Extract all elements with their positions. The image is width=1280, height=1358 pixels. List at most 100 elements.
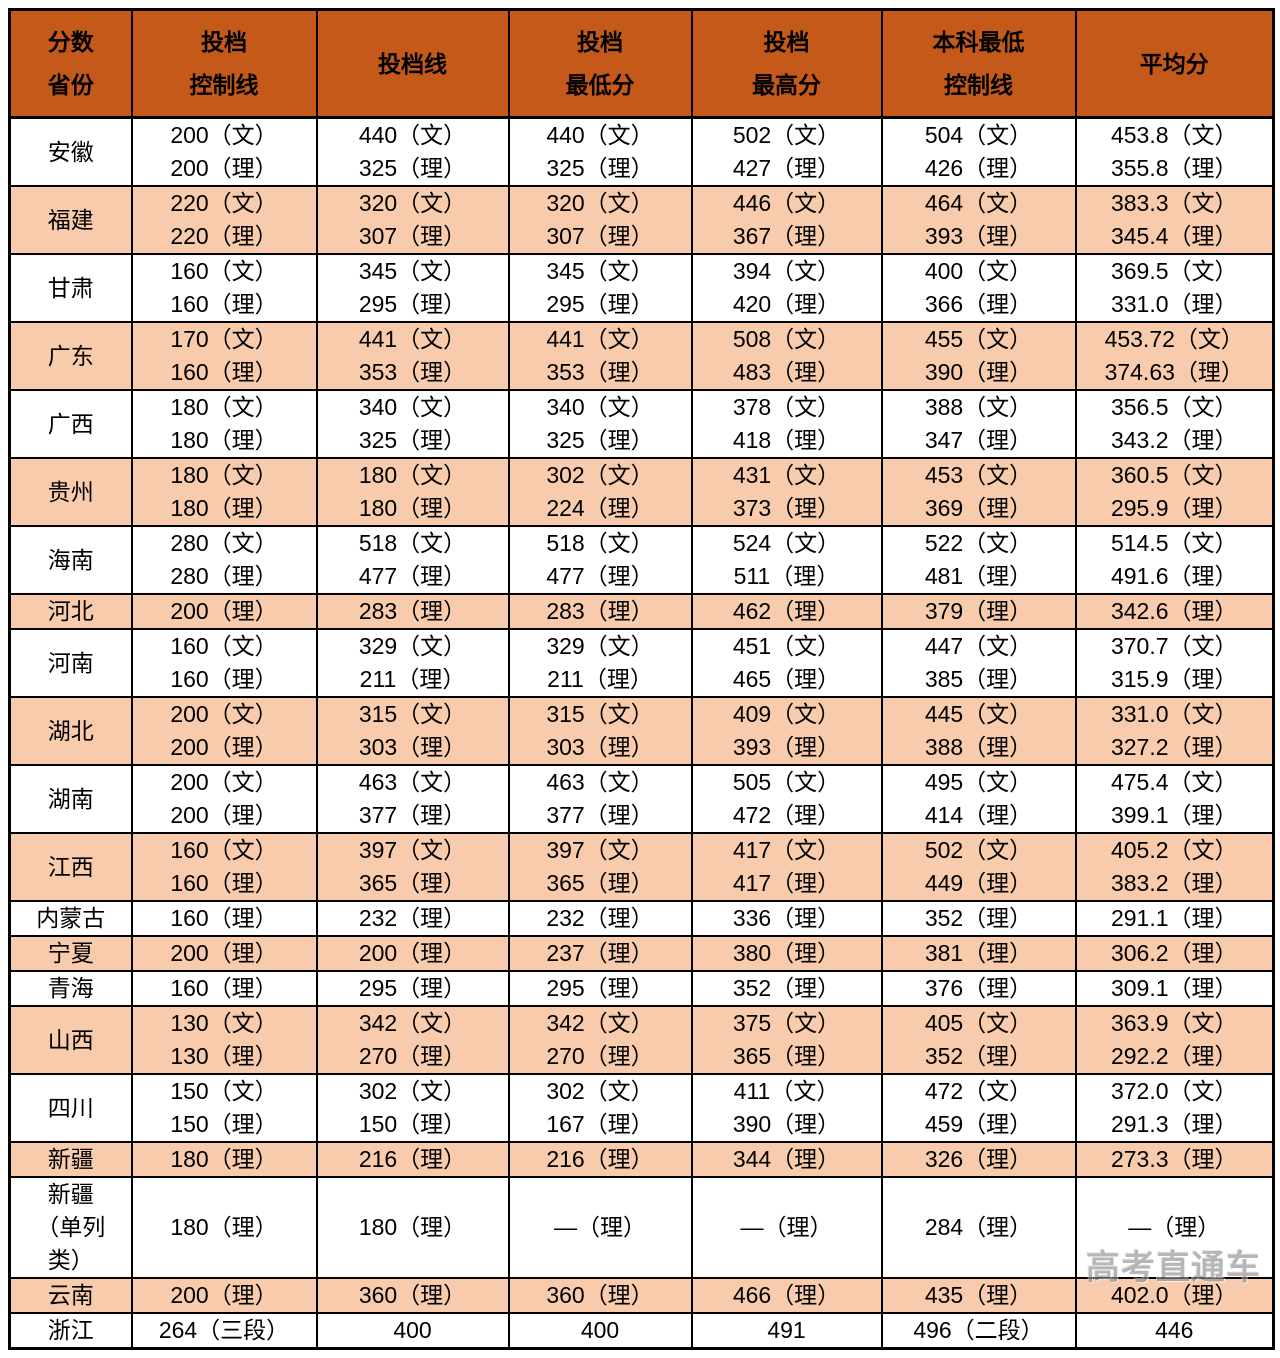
score-value: 307（理） (358, 223, 467, 249)
header-cell-filing-min: 投档 最低分 (507, 8, 693, 119)
score-cell: 388（文） 347（理） (880, 389, 1077, 459)
score-value: 270（理） (358, 1043, 467, 1069)
score-cell: 445（文） 388（理） (880, 696, 1077, 766)
score-cell: 180（文） 180（理） (130, 457, 318, 527)
score-value: 496（二段） (913, 1317, 1044, 1343)
province-label: 新疆 (47, 1146, 94, 1172)
score-value: 427（理） (732, 155, 841, 181)
score-cell: 446（文） 367（理） (690, 185, 883, 255)
score-value: 462（理） (732, 598, 841, 624)
score-cell: 400（文） 366（理） (880, 253, 1077, 323)
header-cell-filing-line: 投档线 (315, 8, 510, 119)
score-value: 373（理） (732, 495, 841, 521)
score-value: —（理） (1128, 1214, 1221, 1240)
score-cell: 504（文） 426（理） (880, 116, 1077, 187)
score-cell: 264（三段） (130, 1312, 318, 1350)
score-value: 502（文） (924, 837, 1033, 863)
score-cell: 200（理） (130, 593, 318, 630)
score-cell: 315（文） 303（理） (315, 696, 510, 766)
score-value: 446（文） (732, 190, 841, 216)
score-value: 200（理） (170, 1282, 278, 1308)
score-value: 405（文） (924, 1010, 1033, 1036)
score-cell: 237（理） (507, 935, 693, 972)
province-cell: 新疆 (8, 1141, 133, 1178)
score-value: 160（文） (170, 258, 278, 284)
province-cell: 宁夏 (8, 935, 133, 972)
score-cell: 402.0（理） (1074, 1277, 1275, 1314)
score-value: 409（文） (732, 701, 841, 727)
score-value: 385（理） (924, 666, 1033, 692)
score-value: 325（理） (358, 427, 467, 453)
header-cell-ug-min-control: 本科最低 控制线 (880, 8, 1077, 119)
score-value: 393（理） (924, 223, 1033, 249)
score-value: 383.2（理） (1110, 870, 1238, 896)
score-cell: 440（文） 325（理） (507, 116, 693, 187)
province-cell: 河南 (8, 628, 133, 698)
score-cell: 394（文） 420（理） (690, 253, 883, 323)
score-value: 280（理） (170, 563, 278, 589)
score-value: 369.5（文） (1110, 258, 1238, 284)
score-value: 502（文） (732, 122, 841, 148)
score-cell: 435（理） (880, 1277, 1077, 1314)
score-value: 393（理） (732, 734, 841, 760)
score-value: 381（理） (924, 940, 1033, 966)
score-value: 360.5（文） (1110, 462, 1238, 488)
score-cell: 369.5（文） 331.0（理） (1074, 253, 1275, 323)
score-value: 417（文） (732, 837, 841, 863)
header-label: 投档 (763, 28, 810, 55)
score-value: 180（理） (358, 1214, 467, 1240)
score-value: 464（文） (924, 190, 1033, 216)
score-value: 180（理） (170, 1146, 278, 1172)
score-value: 366（理） (924, 291, 1033, 317)
score-cell: 464（文） 393（理） (880, 185, 1077, 255)
score-value: 303（理） (358, 734, 467, 760)
score-cell: 232（理） (315, 900, 510, 937)
score-cell: 446 (1074, 1312, 1275, 1350)
province-label: 河北 (47, 598, 94, 624)
province-label: 云南 (47, 1282, 94, 1308)
province-label: 江西 (47, 853, 94, 880)
score-value: 394（文） (732, 258, 841, 284)
score-value: 383.3（文） (1110, 190, 1238, 216)
table-row: 海南 280（文） 280（理） 518（文） 477（理） 518（文） 477（理） 52… (8, 525, 1275, 595)
score-cell: 376（理） (880, 970, 1077, 1007)
province-cell: 湖北 (8, 696, 133, 766)
score-value: 325（理） (546, 155, 654, 181)
score-cell: 291.1（理） (1074, 900, 1275, 937)
score-value: 273.3（理） (1110, 1146, 1238, 1172)
score-value: 411（文） (733, 1078, 840, 1104)
score-value: 481（理） (924, 563, 1033, 589)
province-label: 浙江 (47, 1317, 94, 1343)
score-value: 353（理） (546, 359, 654, 385)
score-value: 466（理） (732, 1282, 841, 1308)
score-value: 331.0（文） (1110, 701, 1238, 727)
score-value: 514.5（文） (1110, 530, 1238, 556)
score-cell: 370.7（文） 315.9（理） (1074, 628, 1275, 698)
score-cell: 409（文） 393（理） (690, 696, 883, 766)
table-row: 湖北 200（文） 200（理） 315（文） 303（理） 315（文） 303（理） 40… (8, 696, 1275, 766)
table-row: 贵州 180（文） 180（理） 180（文） 180（理） 302（文） 224（理） 43… (8, 457, 1275, 527)
score-value: 475.4（文） (1110, 769, 1238, 795)
score-cell: 397（文） 365（理） (315, 832, 510, 902)
score-cell: 326（理） (880, 1141, 1077, 1178)
province-cell: 青海 (8, 970, 133, 1007)
score-cell: 360.5（文） 295.9（理） (1074, 457, 1275, 527)
score-value: 270（理） (546, 1043, 654, 1069)
province-cell: 湖南 (8, 764, 133, 834)
header-label: 投档 (577, 28, 623, 55)
score-cell: 150（文） 150（理） (130, 1073, 318, 1143)
score-value: 200（理） (358, 940, 467, 966)
score-cell: 302（文） 224（理） (507, 457, 693, 527)
province-cell: 江西 (8, 832, 133, 902)
score-value: 232（理） (358, 905, 467, 931)
score-cell: 200（理） (315, 935, 510, 972)
table-row: 河南 160（文） 160（理） 329（文） 211（理） 329（文） 211（理） 45… (8, 628, 1275, 698)
table-row: 江西 160（文） 160（理） 397（文） 365（理） 397（文） 365（理） 41… (8, 832, 1275, 902)
score-value: 400（文） (924, 258, 1033, 284)
score-value: 291.3（理） (1110, 1111, 1238, 1137)
score-value: 200（理） (170, 598, 278, 624)
score-value: 150（文） (170, 1078, 278, 1104)
score-value: 477（理） (358, 563, 467, 589)
score-value: —（理） (740, 1214, 833, 1240)
score-value: 360（理） (358, 1282, 467, 1308)
